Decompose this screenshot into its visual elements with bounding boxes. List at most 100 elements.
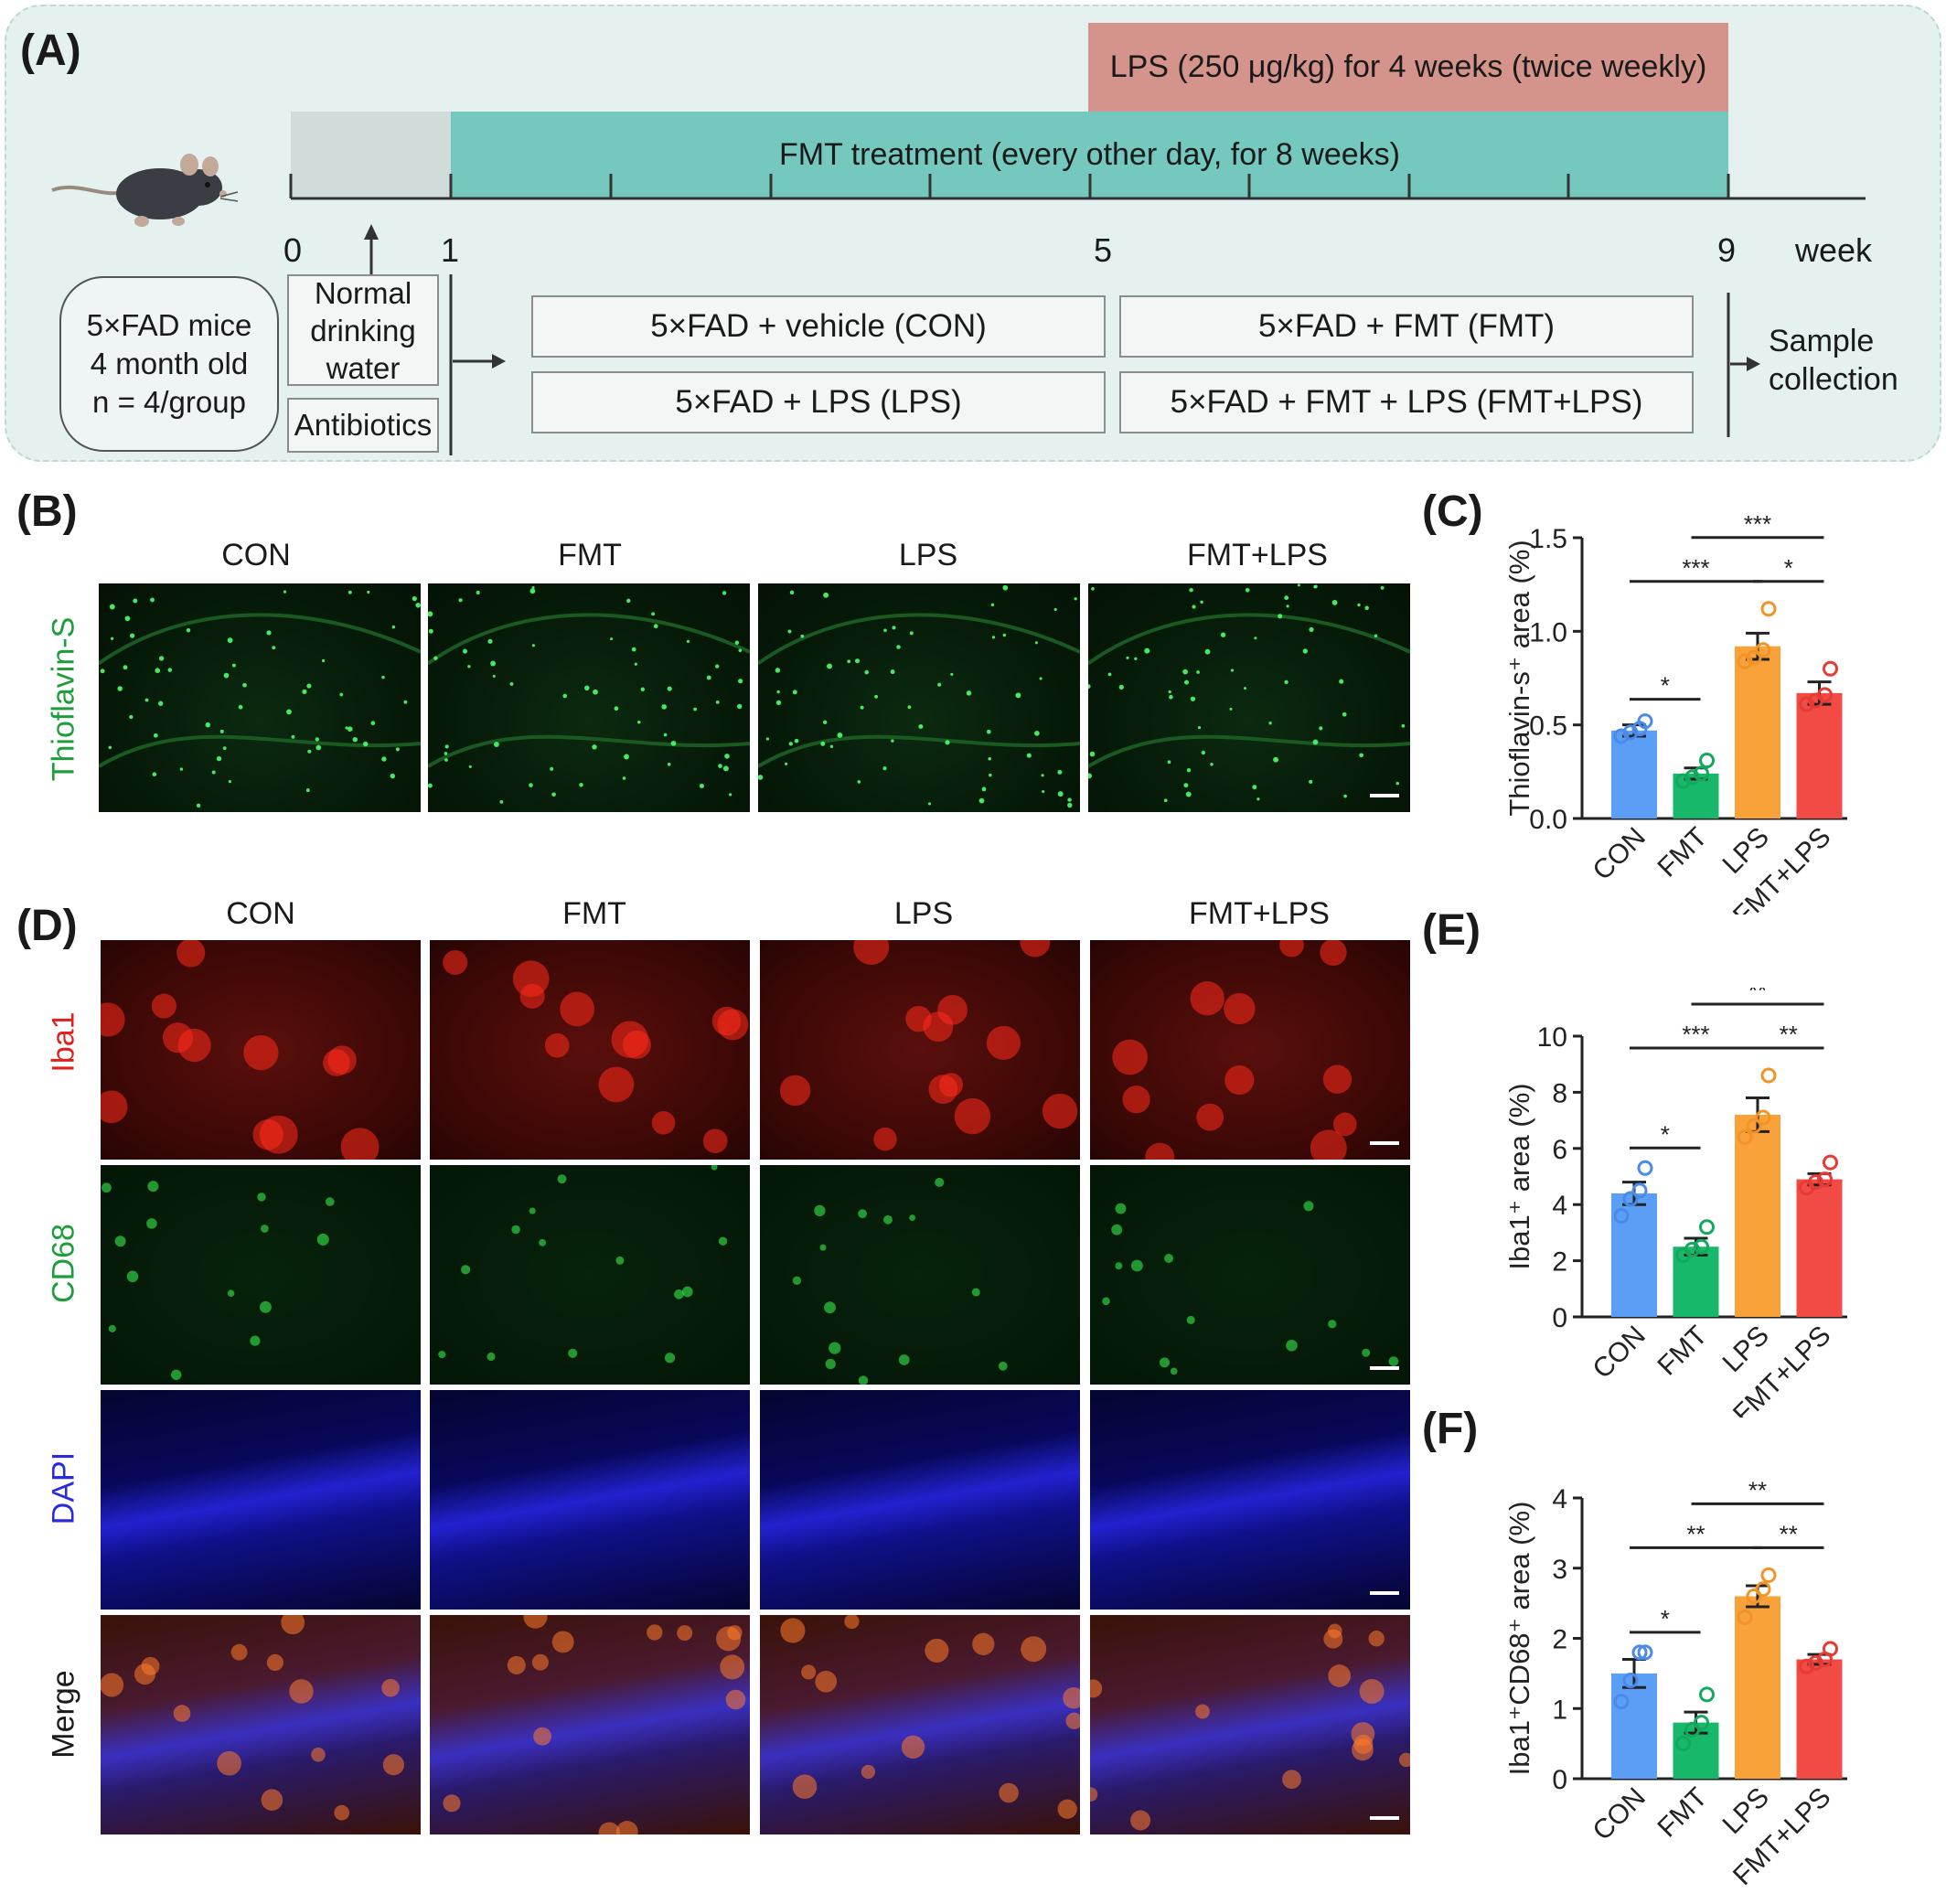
merge-image-0 xyxy=(101,1615,421,1834)
iba-image-2 xyxy=(760,940,1080,1160)
x-tick-label: FMT xyxy=(1652,822,1714,883)
scale-bar xyxy=(1370,794,1399,797)
y-tick-label: 0.5 xyxy=(1529,711,1567,742)
data-point xyxy=(1613,1207,1630,1224)
normal-water-box: Normal drinking water xyxy=(287,274,439,386)
fmt-bar-label: FMT treatment (every other day, for 8 we… xyxy=(779,137,1400,172)
y-tick-label: 6 xyxy=(1552,1135,1567,1165)
sample-collection-label: Sample collection xyxy=(1769,322,1898,399)
tick-label-week: week xyxy=(1795,231,1873,269)
y-tick-label: 0 xyxy=(1552,1303,1567,1333)
data-point xyxy=(1755,1109,1771,1126)
data-point xyxy=(1622,1191,1639,1207)
data-point xyxy=(1631,1182,1648,1199)
panel-e-letter: (E) xyxy=(1422,906,1481,955)
data-point xyxy=(1823,1154,1838,1171)
significance-label: * xyxy=(1661,672,1670,700)
data-point xyxy=(1737,1129,1753,1146)
data-point xyxy=(1823,1641,1838,1657)
y-tick-label: 1.0 xyxy=(1529,617,1567,647)
data-point xyxy=(1737,1609,1753,1625)
data-point xyxy=(1699,1686,1715,1703)
dapi-image-1 xyxy=(430,1390,750,1610)
data-point xyxy=(1613,728,1630,744)
tick-label-1: 1 xyxy=(441,231,460,269)
data-point xyxy=(1808,1174,1823,1191)
b-col-lps: LPS xyxy=(898,538,958,572)
d-col-con: CON xyxy=(226,896,295,931)
y-tick-label: 0.0 xyxy=(1529,805,1567,835)
bar-lps xyxy=(1735,1596,1780,1779)
y-axis-label: Iba1⁺ area (%) xyxy=(1503,1083,1535,1269)
y-tick-label: 8 xyxy=(1552,1078,1567,1108)
data-point xyxy=(1755,642,1771,658)
d-row-dapi: DAPI xyxy=(46,1451,81,1525)
antibiotic-period-bar xyxy=(291,112,451,198)
y-tick-label: 10 xyxy=(1537,1022,1567,1053)
data-point xyxy=(1737,653,1753,669)
data-point xyxy=(1675,1736,1691,1752)
data-point xyxy=(1799,696,1814,712)
sample-line-1: Sample xyxy=(1769,324,1875,358)
significance-label: ** xyxy=(1748,988,1767,1004)
y-tick-label: 2 xyxy=(1552,1625,1567,1655)
mouse-age: 4 month old xyxy=(90,347,249,380)
bar-fmt-lps xyxy=(1796,692,1843,818)
data-point xyxy=(1760,1067,1777,1084)
mouse-n: n = 4/group xyxy=(92,385,246,419)
data-point xyxy=(1755,1581,1771,1598)
data-point xyxy=(1760,601,1777,617)
mouse-strain: 5×FAD mice xyxy=(86,308,252,342)
d-row-iba1: Iba1 xyxy=(46,1011,81,1073)
lps-bar-label: LPS (250 μg/kg) for 4 weeks (twice weekl… xyxy=(1109,49,1707,84)
data-point xyxy=(1746,1118,1762,1134)
significance-label: * xyxy=(1661,1605,1670,1632)
bar-con xyxy=(1611,1193,1657,1317)
data-point xyxy=(1694,1715,1709,1731)
iba-image-3 xyxy=(1090,940,1410,1160)
bar-lps xyxy=(1735,1114,1780,1317)
scale-bar xyxy=(1370,1816,1399,1820)
data-point xyxy=(1694,765,1709,782)
bar-fmt-lps xyxy=(1796,1179,1843,1317)
water-line-3: water xyxy=(326,350,401,385)
scale-bar xyxy=(1370,1591,1399,1595)
group-box-con: 5×FAD + vehicle (CON) xyxy=(531,295,1106,358)
y-tick-label: 0 xyxy=(1552,1765,1567,1795)
antibiotics-box: Antibiotics xyxy=(287,398,439,453)
significance-label: *** xyxy=(1682,554,1709,582)
significance-label: * xyxy=(1784,554,1793,582)
bar-con xyxy=(1611,730,1657,818)
data-point xyxy=(1637,713,1653,730)
merge-image-2 xyxy=(760,1615,1080,1834)
y-tick-label: 2 xyxy=(1552,1247,1567,1278)
y-axis-label: Iba1⁺CD68⁺ area (%) xyxy=(1503,1502,1535,1776)
panel-f-letter: (F) xyxy=(1422,1405,1479,1453)
d-col-fmt: FMT xyxy=(562,896,626,931)
data-point xyxy=(1622,724,1639,741)
b-col-con: CON xyxy=(221,538,291,572)
significance-label: * xyxy=(1661,1120,1670,1148)
y-axis-label: Thioflavin-s⁺ area (%) xyxy=(1503,540,1535,816)
scale-bar xyxy=(1370,1366,1399,1370)
panel-b-letter: (B) xyxy=(16,487,78,536)
antibiotics-label: Antibiotics xyxy=(294,408,433,442)
cd-image-0 xyxy=(101,1165,421,1385)
data-point xyxy=(1637,1644,1653,1661)
significance-label: ** xyxy=(1780,1021,1798,1048)
y-tick-label: 1 xyxy=(1552,1695,1567,1725)
b-row-thioflavin: Thioflavin-S xyxy=(46,616,81,782)
data-point xyxy=(1613,1694,1630,1710)
data-point xyxy=(1817,687,1833,703)
scale-bar xyxy=(1370,1141,1399,1145)
cd-image-1 xyxy=(430,1165,750,1385)
significance-label: ** xyxy=(1748,1476,1767,1503)
panel-c-letter: (C) xyxy=(1422,487,1483,536)
tick-label-9: 9 xyxy=(1717,231,1737,269)
group-box-fmt-lps: 5×FAD + FMT + LPS (FMT+LPS) xyxy=(1119,371,1694,433)
group-label-fmt: 5×FAD + FMT (FMT) xyxy=(1257,308,1556,344)
d-row-merge: Merge xyxy=(46,1670,81,1759)
data-point xyxy=(1760,1567,1777,1583)
